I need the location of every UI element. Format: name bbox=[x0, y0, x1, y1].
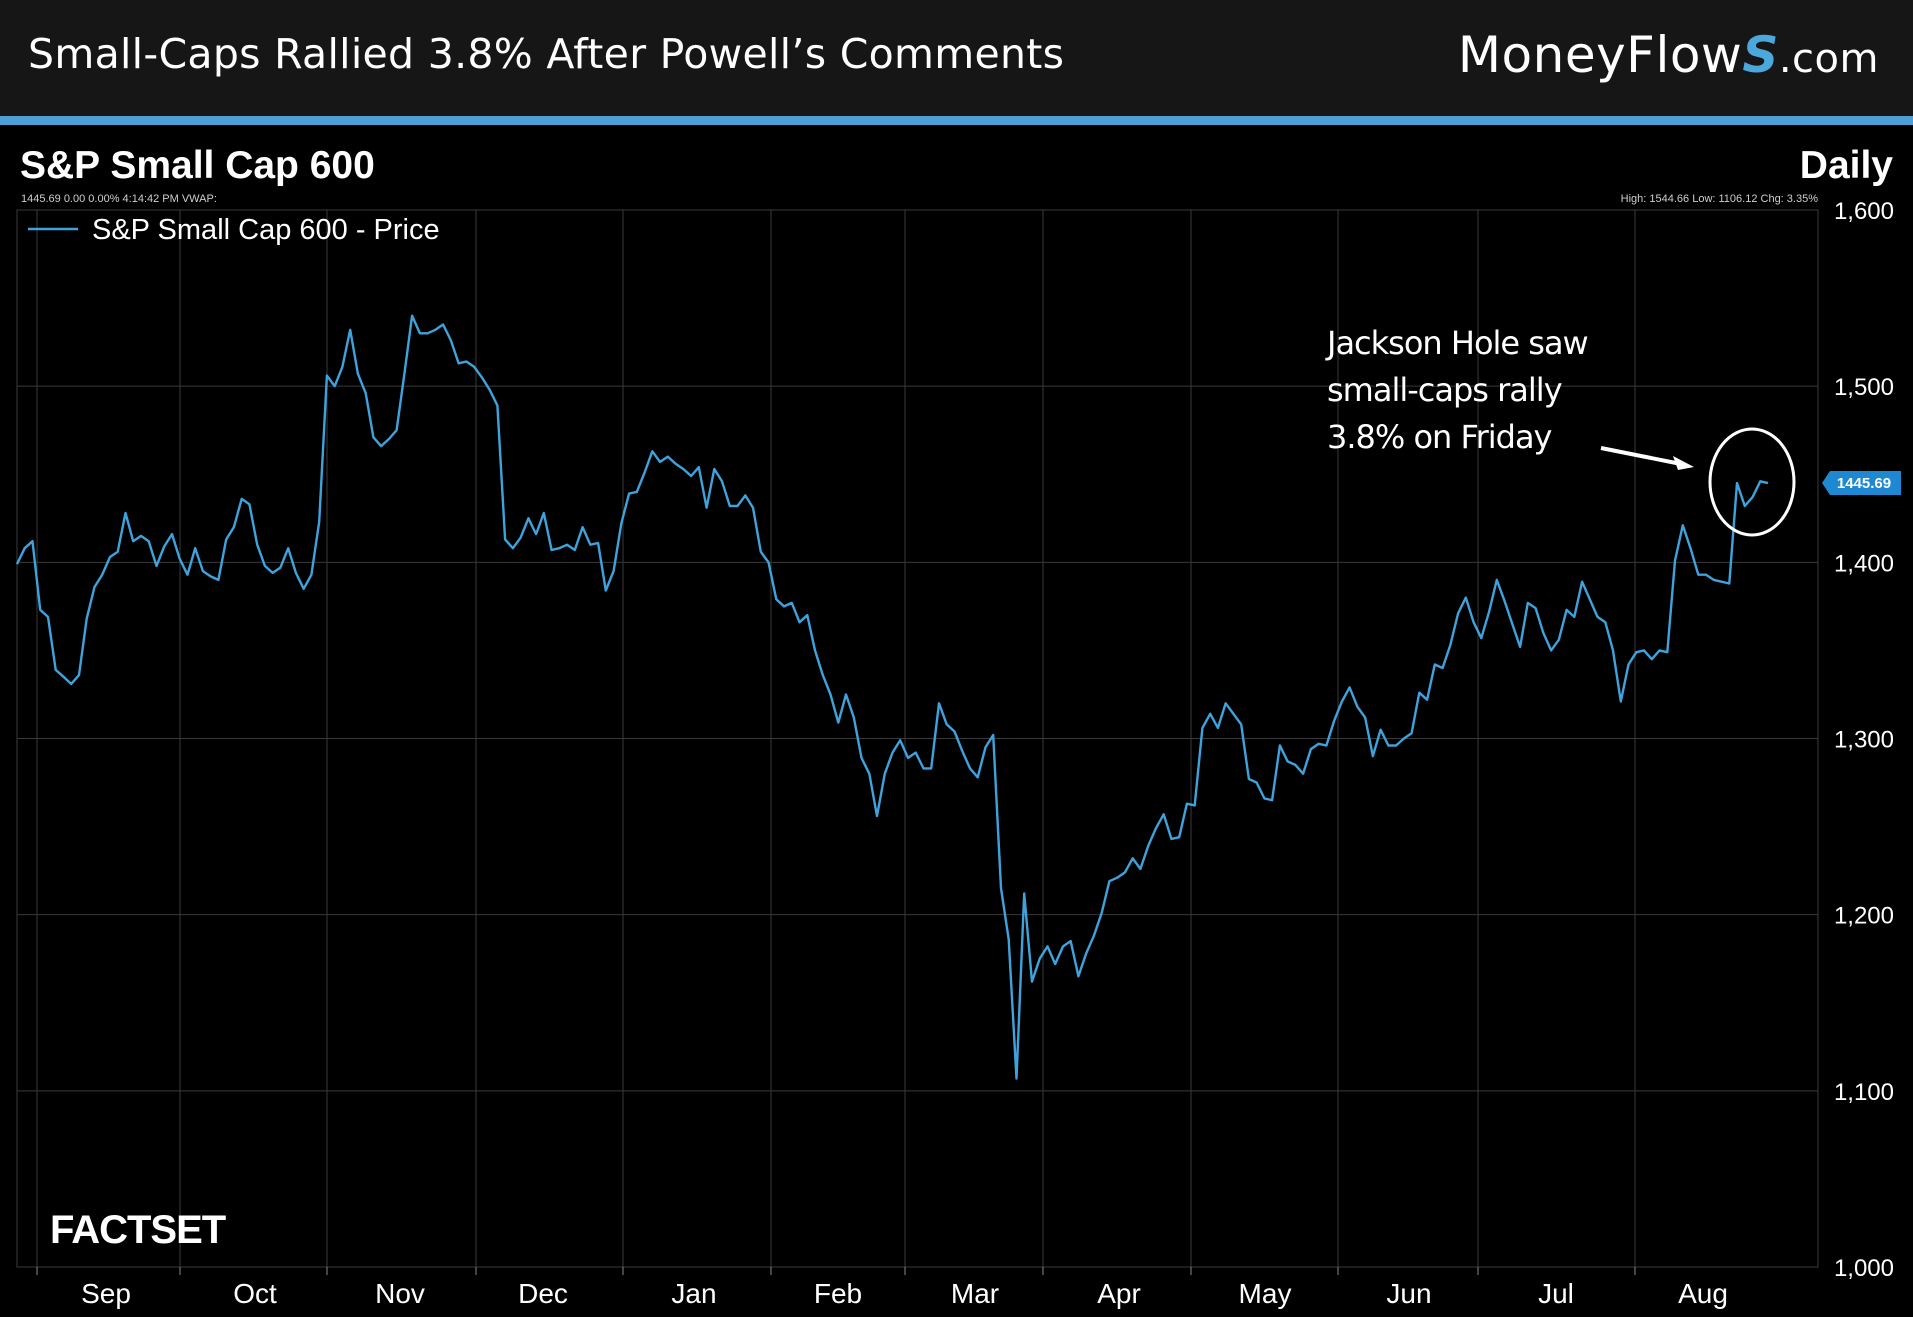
annotation-arrow bbox=[1600, 446, 1687, 467]
legend-label: S&P Small Cap 600 - Price bbox=[92, 214, 440, 246]
grid bbox=[17, 209, 1818, 1268]
annotation-arrowhead bbox=[1673, 456, 1694, 470]
quote-info: 1445.69 0.00 0.00% 4:14:42 PM VWAP: bbox=[21, 193, 217, 205]
y-tick-label: 1,000 bbox=[1834, 1255, 1894, 1282]
x-tick-label: Nov bbox=[375, 1278, 425, 1309]
y-tick-label: 1,600 bbox=[1834, 198, 1894, 225]
factset-logo: FACTSET bbox=[50, 1208, 226, 1252]
brand-s: S bbox=[1742, 26, 1779, 84]
period-label: Daily bbox=[1799, 144, 1893, 187]
x-tick-label: Apr bbox=[1097, 1278, 1141, 1309]
annotation-circle bbox=[1708, 427, 1796, 537]
x-tick-label: Jul bbox=[1538, 1278, 1574, 1309]
price-series-line bbox=[15, 314, 1769, 1080]
y-tick-label: 1,200 bbox=[1834, 903, 1894, 930]
x-tick-label: Jun bbox=[1386, 1278, 1431, 1309]
x-tick-label: Oct bbox=[233, 1278, 277, 1309]
x-tick-label: Feb bbox=[814, 1278, 862, 1309]
annotation-line-1: Jackson Hole saw bbox=[1325, 324, 1588, 362]
x-tick-label: Sep bbox=[81, 1278, 131, 1309]
brand-suffix: .com bbox=[1778, 36, 1879, 82]
annotation-line-3: 3.8% on Friday bbox=[1327, 418, 1552, 456]
brand-main: MoneyFlow bbox=[1457, 26, 1743, 84]
x-tick-label: Dec bbox=[518, 1278, 568, 1309]
headline: Small-Caps Rallied 3.8% After Powell’s C… bbox=[28, 30, 1065, 78]
header-bar: Small-Caps Rallied 3.8% After Powell’s C… bbox=[0, 0, 1913, 116]
y-tick-label: 1,400 bbox=[1834, 550, 1894, 577]
plot-frame bbox=[16, 209, 1819, 1268]
range-info: High: 1544.66 Low: 1106.12 Chg: 3.35% bbox=[1620, 193, 1818, 205]
last-price-marker: 1445.69 bbox=[1822, 471, 1901, 496]
annotation: Jackson Hole saw small-caps rally 3.8% o… bbox=[1325, 324, 1796, 537]
x-tick-label: Mar bbox=[951, 1278, 999, 1309]
x-tick-label: Jan bbox=[671, 1278, 716, 1309]
annotation-line-2: small-caps rally bbox=[1327, 371, 1562, 409]
y-axis: 1,000 1,100 1,200 1,300 1,400 1,500 1,600 bbox=[1834, 198, 1894, 1282]
legend: S&P Small Cap 600 - Price bbox=[28, 214, 440, 246]
y-tick-label: 1,300 bbox=[1834, 727, 1894, 754]
last-price-badge bbox=[1822, 471, 1901, 496]
chart-title: S&P Small Cap 600 bbox=[20, 144, 375, 187]
x-tick-label: Aug bbox=[1678, 1278, 1728, 1309]
x-tick-label: May bbox=[1239, 1278, 1292, 1309]
last-price-label: 1445.69 bbox=[1837, 475, 1891, 492]
moneyflows-logo[interactable]: MoneyFlowS.com bbox=[1458, 26, 1879, 84]
y-tick-label: 1,500 bbox=[1834, 374, 1894, 401]
y-tick-label: 1,100 bbox=[1834, 1079, 1894, 1106]
header-accent-line bbox=[0, 116, 1913, 125]
x-axis: Sep Oct Nov Dec Jan Feb Mar Apr May Jun Jul Aug bbox=[36, 1267, 1728, 1309]
